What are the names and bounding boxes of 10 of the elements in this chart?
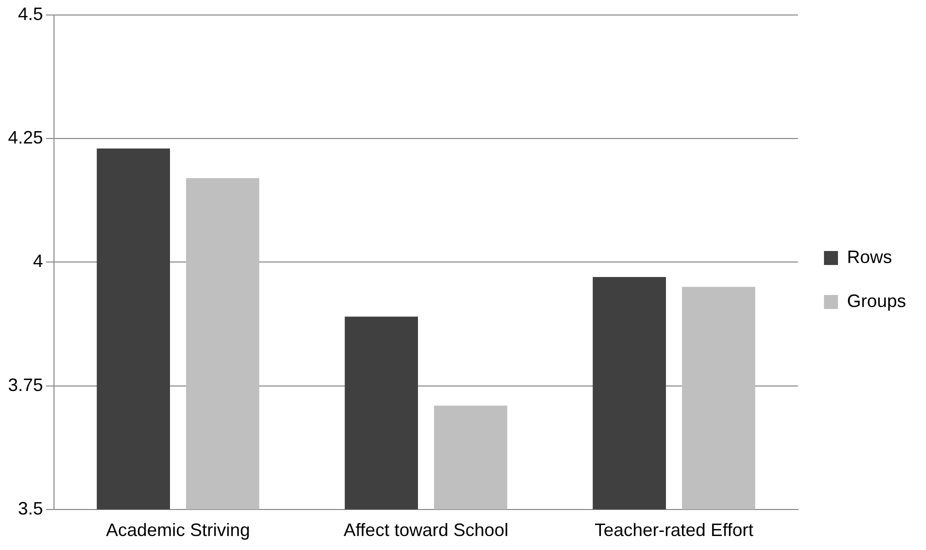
legend-label: Groups xyxy=(846,290,906,311)
x-tick-label: Affect toward School xyxy=(344,520,508,540)
legend-label: Rows xyxy=(846,246,892,267)
y-tick-label: 4.5 xyxy=(18,4,44,24)
x-tick-label: Academic Striving xyxy=(106,520,250,540)
y-tick-label: 3.75 xyxy=(8,374,44,395)
x-tick-label: Teacher-rated Effort xyxy=(594,520,754,540)
y-tick-label: 4 xyxy=(33,251,44,272)
y-tick-label: 3.5 xyxy=(18,498,44,518)
y-tick-label: 4.25 xyxy=(8,128,44,148)
